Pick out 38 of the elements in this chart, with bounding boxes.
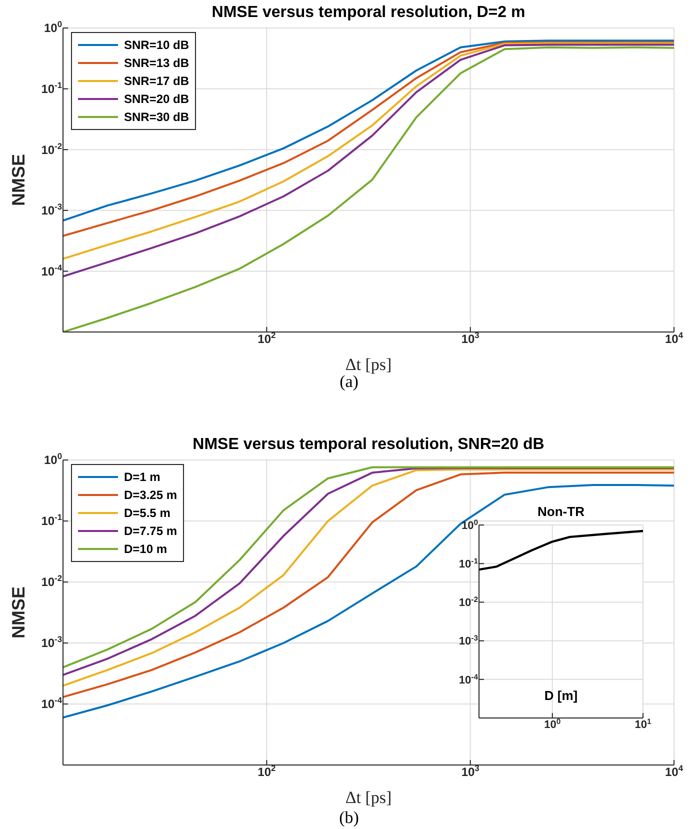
y-tick-label: 10$^{0}$ — [44, 451, 62, 468]
text: (b) — [338, 808, 360, 828]
y-tick-label: 10$^{-4}$ — [41, 695, 62, 712]
x-axis-title: Δt [ps] — [345, 788, 392, 807]
y-tick-label: 10$^{-1}$ — [458, 556, 479, 570]
legend-label: SNR=30 dB — [124, 110, 190, 124]
x-tick-label: 10$^{4}$ — [664, 763, 684, 779]
legend-label: D=10 m — [124, 542, 168, 556]
legend-label: D=3.25 m — [124, 488, 178, 502]
y-tick-label: 10$^{0}$ — [461, 517, 478, 532]
y-tick-label: 10$^{-2}$ — [41, 573, 62, 590]
x-tick-label: 10$^{1}$ — [634, 716, 652, 731]
y-axis-title: NMSE — [8, 154, 28, 206]
legend-label: D=1 m — [124, 470, 160, 484]
y-tick-label: 10$^{0}$ — [44, 19, 62, 36]
y-tick-label: 10$^{-4}$ — [41, 262, 62, 278]
legend-label: D=5.5 m — [124, 506, 170, 520]
y-tick-label: 10$^{-3}$ — [41, 202, 62, 218]
y-tick-label: 10$^{-2}$ — [41, 140, 62, 157]
legend-label: SNR=13 dB — [124, 56, 190, 70]
legend-label: SNR=17 dB — [124, 74, 190, 88]
x-axis-title: Δt [ps] — [345, 355, 392, 374]
y-tick-label: 10$^{-2}$ — [458, 594, 478, 610]
x-axis-title: D [m] — [543, 688, 579, 703]
x-tick-label: 10$^{4}$ — [664, 330, 684, 346]
text: (a) — [338, 372, 360, 392]
y-tick-label: 10$^{-3}$ — [41, 634, 62, 650]
chart-title: Non-TR — [536, 504, 586, 519]
y-axis-title: NMSE — [8, 586, 28, 639]
legend-label: SNR=10 dB — [124, 38, 190, 52]
chart-title: NMSE versus temporal resolution, SNR=20 dB — [192, 436, 546, 454]
legend-label: D=7.75 m — [124, 524, 178, 538]
y-tick-label: 10$^{-4}$ — [458, 672, 479, 686]
y-tick-label: 10$^{-3}$ — [458, 633, 478, 648]
legend-label: SNR=20 dB — [124, 92, 190, 106]
chart-title: NMSE versus temporal resolution, D=2 m — [210, 4, 526, 22]
y-tick-label: 10$^{-1}$ — [41, 512, 62, 528]
y-tick-label: 10$^{-1}$ — [41, 80, 62, 96]
